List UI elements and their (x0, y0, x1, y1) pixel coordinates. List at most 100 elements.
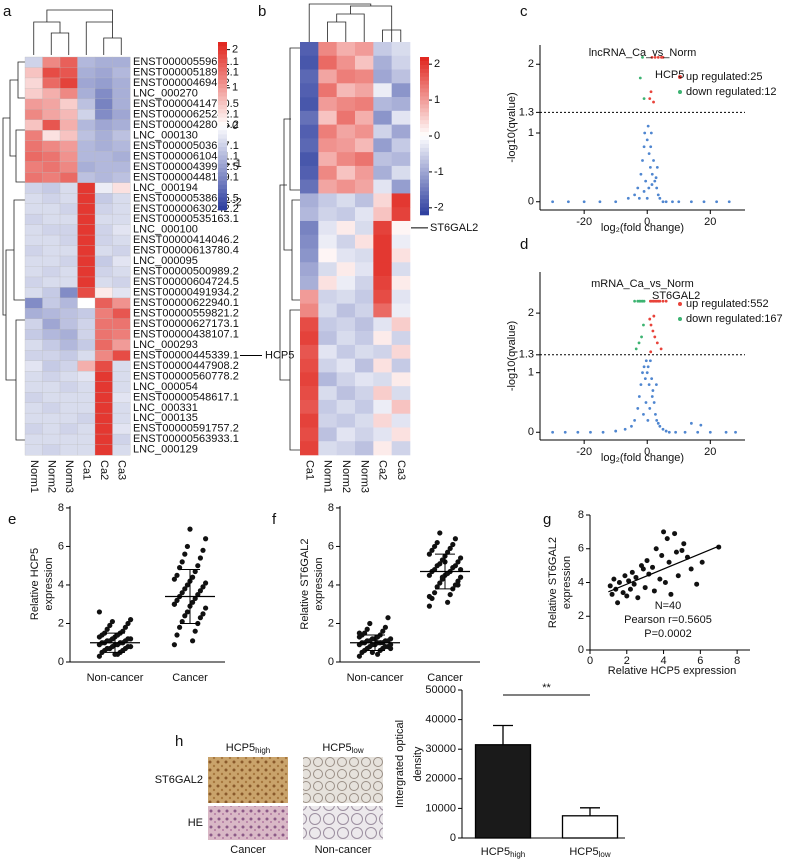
dot (447, 545, 453, 551)
point (633, 193, 637, 197)
point (658, 299, 662, 303)
dot (455, 578, 461, 584)
colorbar-segment (420, 132, 429, 137)
heatmap-cell (94, 161, 113, 173)
heatmap-cell (77, 402, 96, 414)
x-tick-label: 2 (624, 655, 630, 667)
point (647, 152, 651, 156)
heatmap-cell (77, 119, 96, 131)
point (623, 427, 627, 431)
heatmap-cell (336, 193, 356, 208)
colorbar-segment (218, 134, 227, 139)
point (607, 583, 613, 589)
heatmap-cell (77, 276, 96, 288)
heatmap-cell (300, 303, 319, 318)
heatmap-cell (112, 161, 131, 173)
colorbar-segment (420, 151, 429, 157)
point (644, 401, 648, 404)
point (648, 407, 652, 410)
dot (179, 590, 185, 596)
row-label: LNC_000095 (133, 255, 198, 267)
heatmap-cell (24, 423, 43, 435)
error-bar (180, 569, 200, 624)
colorbar-label: -1 (434, 166, 444, 178)
point (638, 76, 642, 80)
heatmap-cell (373, 317, 392, 332)
legend-label: up regulated:552 (686, 298, 769, 310)
heatmap-cell (24, 444, 43, 456)
point (646, 365, 650, 369)
x-tick-label: 0 (587, 655, 593, 667)
dot (192, 568, 198, 575)
colorbar-segment (420, 179, 429, 184)
heatmap-cell (112, 308, 131, 320)
heatmap-cell (77, 109, 96, 121)
colorbar-segment (218, 63, 227, 68)
heatmap-cell (373, 276, 392, 291)
legend-label: up regulated:25 (686, 71, 762, 83)
heatmap-cell (112, 119, 131, 131)
heatmap-cell (355, 97, 374, 112)
heatmap-cell (373, 42, 392, 57)
colorbar-segment (218, 138, 227, 144)
heatmap-cell (318, 248, 337, 263)
error-bar (105, 632, 125, 653)
y-tick-label: 2 (528, 58, 534, 70)
point (582, 200, 586, 204)
row-label: ENST00000591757.2 (133, 423, 239, 435)
heatmap-cell (24, 161, 43, 173)
heatmap-cell (59, 339, 78, 351)
colorbar-segment (420, 88, 429, 93)
row-label: LNC_000130 (133, 129, 198, 141)
heatmap-cell (24, 339, 43, 351)
row-dendrogram (2, 61, 25, 441)
row-label: ENST00000604724.5 (133, 276, 239, 288)
heatmap-cell (336, 207, 356, 222)
heatmap-cell (77, 77, 96, 89)
heatmap-cell (373, 138, 392, 153)
row-label: ENST00000448179.1 (133, 171, 239, 183)
heatmap-cell (300, 83, 319, 98)
heatmap-cell (391, 152, 411, 167)
colorbar-segment (218, 155, 227, 160)
row-label: ENST00000445339.1 (133, 349, 239, 361)
point (630, 424, 633, 428)
heatmap-cell (24, 433, 43, 445)
heatmap-cell (77, 371, 96, 383)
heatmap-cell (94, 140, 113, 152)
colorbar-segment (420, 143, 429, 149)
heatmap-cell (391, 289, 411, 304)
heatmap-cell (59, 444, 78, 456)
heatmap-cell (24, 255, 43, 267)
heatmap-cell (42, 360, 61, 372)
y-tick-label: 1 (528, 367, 534, 379)
heatmap-cell (24, 266, 43, 278)
heatmap-cell (318, 207, 337, 222)
heatmap-cell (24, 245, 43, 257)
colorbar-segment (420, 191, 429, 196)
y-tick-label: 0 (578, 644, 584, 656)
heatmap-cell (336, 234, 356, 249)
heatmap-cell (300, 248, 319, 263)
heatmap-cell (373, 234, 392, 249)
heatmap-cell (94, 423, 113, 435)
heatmap-cell (391, 344, 411, 359)
point (645, 196, 649, 200)
heatmap-cell (94, 77, 113, 89)
point (683, 430, 687, 434)
heatmap-cell (355, 386, 374, 401)
y-tick-label: 1.3 (519, 349, 534, 361)
heatmap-cell (112, 392, 131, 404)
point (694, 581, 700, 587)
heatmap-cell (24, 77, 43, 89)
row-label: ENST00000548617.1 (133, 391, 239, 403)
y-tick-label: 30000 (425, 743, 456, 755)
dot (362, 630, 368, 636)
heatmap-cell (42, 213, 61, 226)
heatmap-cell (318, 331, 337, 346)
dot (128, 643, 134, 650)
point (645, 138, 649, 142)
point (631, 581, 637, 587)
dot (437, 561, 443, 567)
